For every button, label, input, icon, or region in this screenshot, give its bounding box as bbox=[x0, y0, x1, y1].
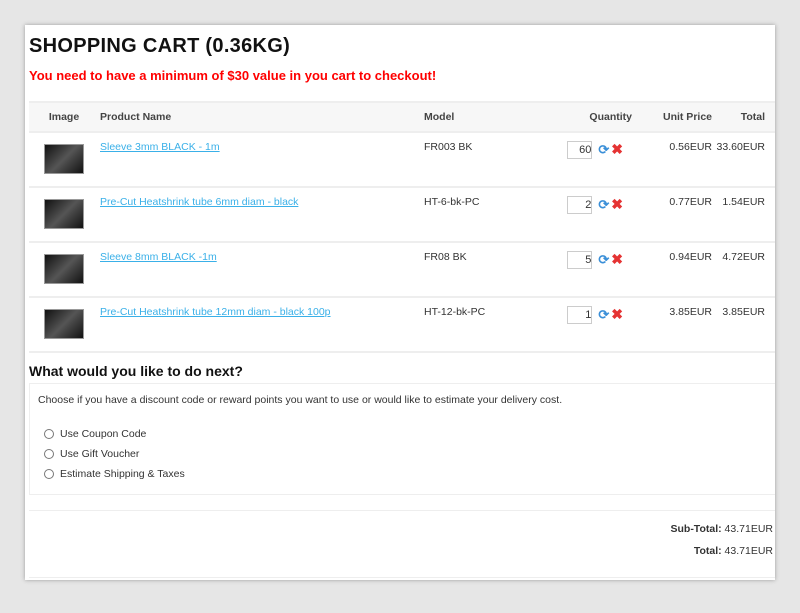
remove-icon[interactable]: ✖ bbox=[611, 251, 623, 267]
line-total: 1.54EUR bbox=[713, 187, 775, 243]
line-total: 4.72EUR bbox=[713, 242, 775, 298]
remove-icon[interactable]: ✖ bbox=[611, 196, 623, 212]
radio-button[interactable] bbox=[44, 469, 54, 480]
table-row: Sleeve 8mm BLACK -1m FR08 BK 5 ⟳ ✖ 0.94EUR… bbox=[29, 242, 775, 298]
header-image: Image bbox=[29, 101, 99, 133]
header-unit-price: Unit Price bbox=[633, 101, 713, 133]
refresh-icon[interactable]: ⟳ bbox=[598, 252, 610, 267]
cart-totals: Sub-Total: 43.71EUR Total: 43.71EUR bbox=[29, 510, 775, 578]
quantity-input[interactable]: 5 bbox=[567, 250, 593, 269]
remove-icon[interactable]: ✖ bbox=[611, 141, 623, 157]
refresh-icon[interactable]: ⟳ bbox=[598, 307, 610, 322]
unit-price: 0.94EUR bbox=[633, 242, 713, 298]
cart-page: SHOPPING CART (0.36KG) You need to have … bbox=[25, 25, 775, 580]
quantity-input[interactable]: 1 bbox=[567, 305, 593, 324]
header-model: Model bbox=[423, 101, 545, 133]
refresh-icon[interactable]: ⟳ bbox=[598, 142, 610, 157]
minimum-warning: You need to have a minimum of $30 value … bbox=[29, 68, 437, 83]
quantity-input[interactable]: 2 bbox=[567, 195, 593, 214]
page-title: SHOPPING CART (0.36KG) bbox=[29, 35, 291, 57]
product-link[interactable]: Pre-Cut Heatshrink tube 12mm diam - blac… bbox=[100, 306, 331, 318]
unit-price: 0.56EUR bbox=[633, 132, 713, 188]
option-coupon[interactable]: Use Coupon Code bbox=[44, 424, 775, 444]
total-line: Total: 43.71EUR bbox=[693, 545, 773, 557]
next-description: Choose if you have a discount code or re… bbox=[38, 394, 563, 406]
line-total: 33.60EUR bbox=[713, 132, 775, 188]
product-thumbnail[interactable] bbox=[44, 309, 84, 339]
next-options: Choose if you have a discount code or re… bbox=[29, 383, 775, 495]
radio-button[interactable] bbox=[44, 429, 54, 440]
unit-price: 0.77EUR bbox=[633, 187, 713, 243]
line-total: 3.85EUR bbox=[713, 297, 775, 353]
cart-table: Image Product Name Model Quantity Unit P… bbox=[29, 101, 775, 353]
subtotal-line: Sub-Total: 43.71EUR bbox=[670, 523, 773, 535]
product-thumbnail[interactable] bbox=[44, 254, 84, 284]
product-link[interactable]: Sleeve 8mm BLACK -1m bbox=[100, 251, 217, 263]
unit-price: 3.85EUR bbox=[633, 297, 713, 353]
model: FR003 BK bbox=[423, 132, 545, 188]
table-row: Pre-Cut Heatshrink tube 12mm diam - blac… bbox=[29, 297, 775, 353]
product-thumbnail[interactable] bbox=[44, 199, 84, 229]
header-quantity: Quantity bbox=[545, 101, 633, 133]
header-product: Product Name bbox=[99, 101, 423, 133]
model: FR08 BK bbox=[423, 242, 545, 298]
product-link[interactable]: Pre-Cut Heatshrink tube 6mm diam - black bbox=[100, 196, 299, 208]
table-row: Pre-Cut Heatshrink tube 6mm diam - black… bbox=[29, 187, 775, 243]
remove-icon[interactable]: ✖ bbox=[611, 306, 623, 322]
product-thumbnail[interactable] bbox=[44, 144, 84, 174]
option-shipping[interactable]: Estimate Shipping & Taxes bbox=[44, 464, 775, 484]
product-link[interactable]: Sleeve 3mm BLACK - 1m bbox=[100, 141, 220, 153]
header-total: Total bbox=[713, 101, 775, 133]
refresh-icon[interactable]: ⟳ bbox=[598, 197, 610, 212]
next-title: What would you like to do next? bbox=[29, 363, 243, 379]
model: HT-12-bk-PC bbox=[423, 297, 545, 353]
model: HT-6-bk-PC bbox=[423, 187, 545, 243]
quantity-input[interactable]: 60 bbox=[567, 140, 593, 159]
radio-button[interactable] bbox=[44, 449, 54, 460]
option-voucher[interactable]: Use Gift Voucher bbox=[44, 444, 775, 464]
table-row: Sleeve 3mm BLACK - 1m FR003 BK 60 ⟳ ✖ 0.56… bbox=[29, 132, 775, 188]
